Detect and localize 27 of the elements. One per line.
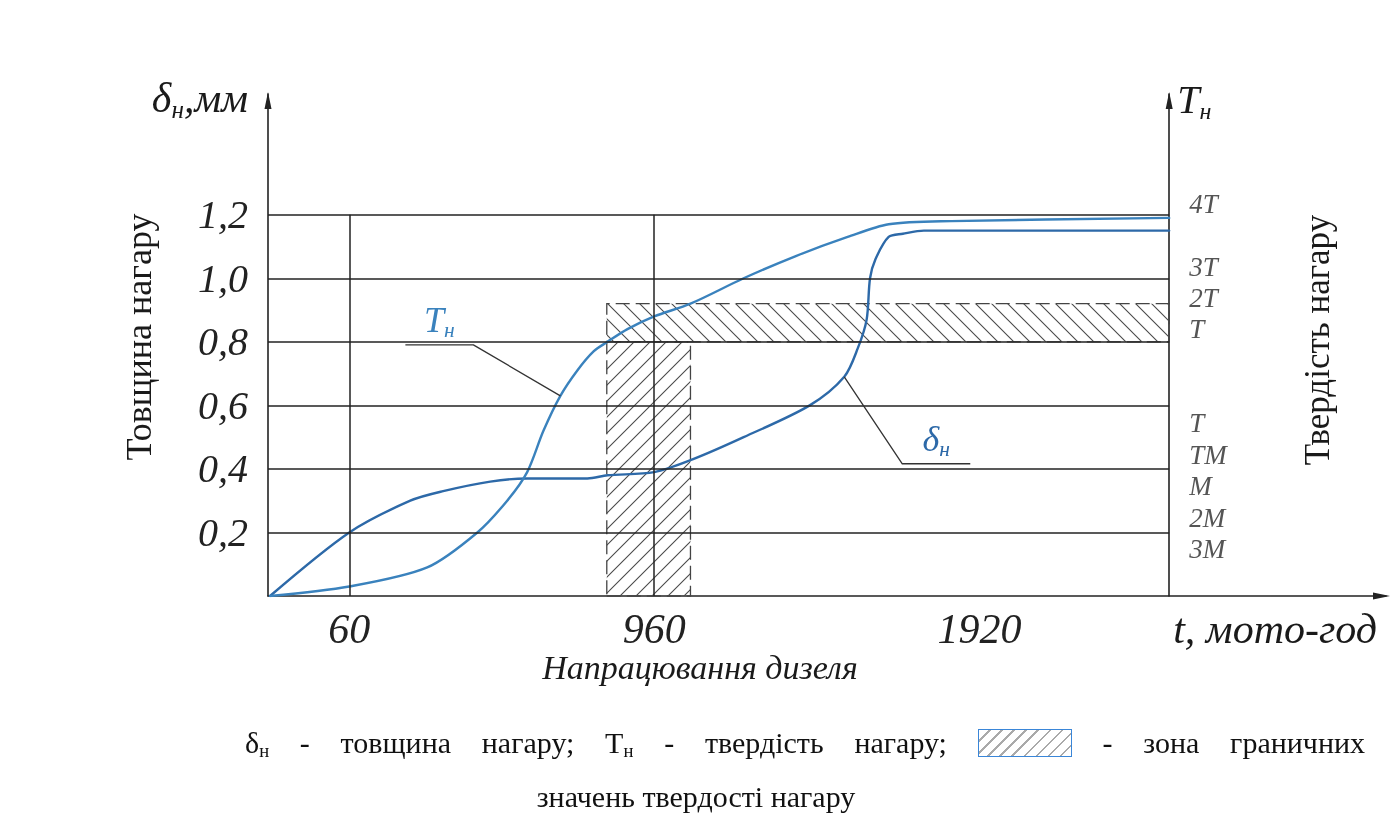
category-label: ТМ <box>1189 439 1227 470</box>
category-label: 3М <box>1189 533 1226 564</box>
category-label: Т <box>1189 314 1205 345</box>
text: δ$_{н}$,мм <box>151 73 248 124</box>
y2-axis-title: Твердість нагару <box>1298 214 1339 466</box>
y-tick-label: 0,8 <box>198 319 248 365</box>
text: - зона граничних <box>1102 726 1366 759</box>
category-label: 3Т <box>1189 251 1218 282</box>
x-tick-label: 60 <box>328 606 371 652</box>
text: δ$_{н}$ <box>922 418 950 461</box>
category-label: Т <box>1189 408 1205 439</box>
category-label: М <box>1189 471 1212 502</box>
annotation: Т$_{н}$ <box>1177 77 1212 124</box>
y-tick-label: 0,2 <box>198 509 248 555</box>
category-label: 2М <box>1189 502 1226 533</box>
text: Т$_{н}$ <box>423 299 455 342</box>
category-label: 2Т <box>1189 282 1218 313</box>
y-tick-label: 0,6 <box>198 382 248 428</box>
y-tick-label: 0,4 <box>198 446 248 492</box>
text: δ$_{н}$ - товщина нагару; Т$_{н}$ - твердість нагару; <box>245 726 947 761</box>
text: t, мото-год <box>1173 604 1378 654</box>
y-tick-label: 1,2 <box>198 192 248 238</box>
y-axis-title: Товщина нагару <box>119 213 161 461</box>
x-tick-label: 1920 <box>937 606 1022 652</box>
category-label: 4Т <box>1189 188 1218 219</box>
text: значень твердості нагару <box>536 779 856 814</box>
y-tick-label: 1,0 <box>198 255 248 301</box>
